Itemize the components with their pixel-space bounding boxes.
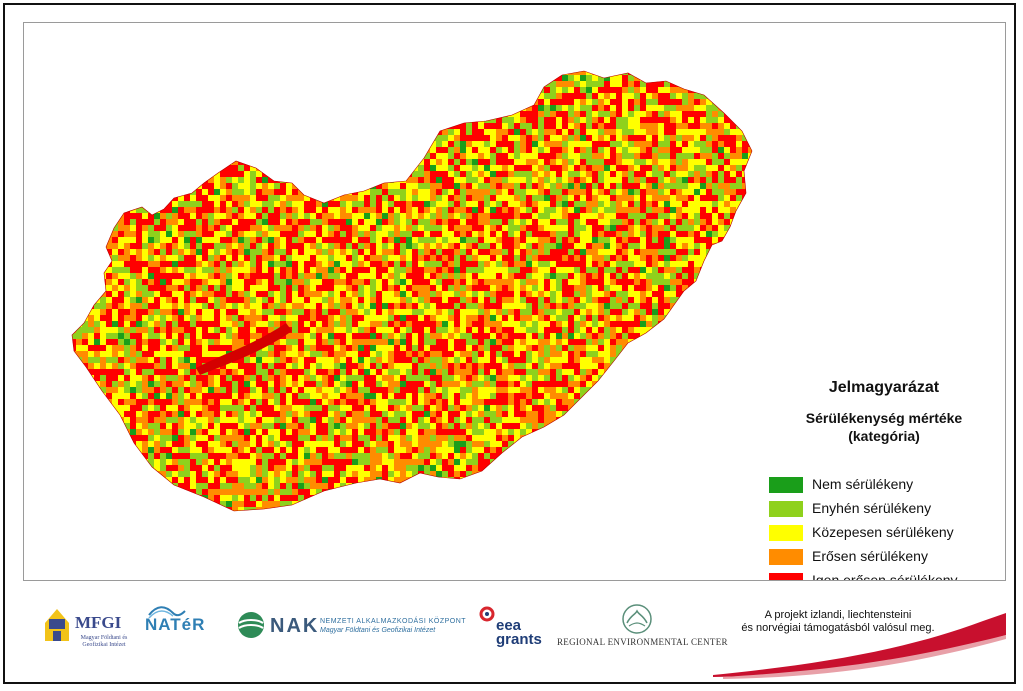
legend-label: Közepesen sérülékeny	[812, 524, 954, 540]
eea-grants-logo-text: eea grants	[496, 617, 542, 648]
nak-logo-subtitle: NEMZETI ALKALMAZKODÁSI KÖZPONT	[320, 618, 467, 625]
legend-label: Erősen sérülékeny	[812, 548, 928, 564]
legend-swatch	[769, 525, 803, 541]
footer-swoosh	[713, 613, 1006, 679]
nak-logo-subtitle-2: Magyar Földtani és Geofizikai Intézet	[320, 627, 436, 634]
legend-item-igen-erosen: Igen erősen sérülékeny	[769, 571, 999, 581]
legend-label: Nem sérülékeny	[812, 476, 914, 492]
legend-swatch	[769, 573, 803, 580]
vulnerability-map	[71, 70, 753, 512]
nak-logo-text: NAK	[270, 615, 320, 637]
nater-logo-text: NATéR	[145, 615, 206, 634]
legend-swatch	[769, 549, 803, 565]
legend-subtitle: Sérülékenység mértéke (kategória)	[805, 410, 963, 444]
legend-item-nem: Nem sérülékeny	[769, 475, 999, 495]
map-raster	[72, 71, 752, 511]
legend-label: Enyhén sérülékeny	[812, 500, 932, 516]
nater-wave-icon	[148, 606, 186, 619]
map-panel: Jelmagyarázat Sérülékenység mértéke (kat…	[23, 22, 1006, 581]
eea-grants-icon	[479, 606, 495, 622]
legend-item-erosen: Erősen sérülékeny	[769, 547, 999, 567]
support-statement: A projekt izlandi, liechtensteini és nor…	[741, 609, 935, 634]
legend-title: Jelmagyarázat	[828, 379, 940, 396]
mfgi-logo-icon	[45, 609, 69, 641]
mfgi-logo-text: MFGI	[75, 613, 122, 632]
nak-globe-icon	[238, 612, 264, 638]
mfgi-logo-subtitle: Magyar Földtani és Geofizikai Intézet	[80, 635, 128, 648]
legend-item-enyhen: Enyhén sérülékeny	[769, 499, 999, 519]
rec-logo-text: REGIONAL ENVIRONMENTAL CENTER	[557, 637, 728, 647]
footer-logos: MFGI Magyar Földtani és Geofizikai Intéz…	[23, 591, 1006, 679]
rec-logo-icon	[622, 604, 652, 634]
legend-swatch	[769, 477, 803, 493]
legend-item-kozepesen: Közepesen sérülékeny	[769, 523, 999, 543]
page-frame: Jelmagyarázat Sérülékenység mértéke (kat…	[3, 3, 1016, 684]
legend-swatch	[769, 501, 803, 517]
legend-label: Igen erősen sérülékeny	[812, 572, 958, 581]
